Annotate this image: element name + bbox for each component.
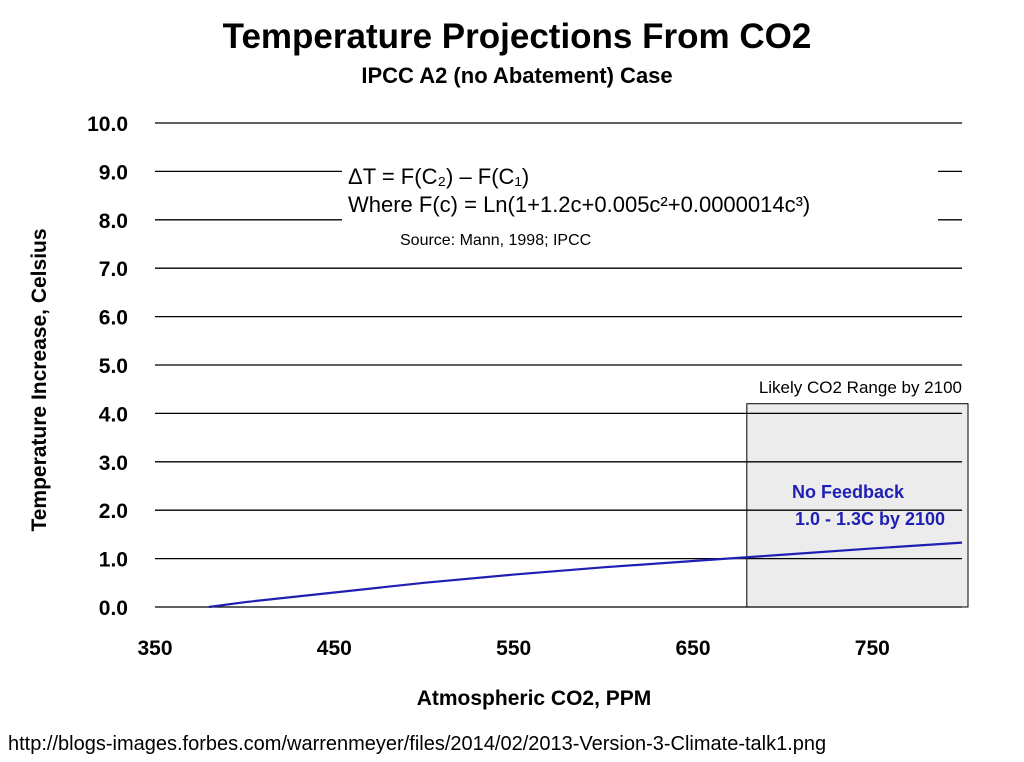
- y-tick-label: 5.0: [99, 355, 128, 378]
- y-tick-label: 6.0: [99, 307, 128, 330]
- y-tick-label: 2.0: [99, 500, 128, 523]
- formula-line-2: Where F(c) = Ln(1+1.2c+0.005c²+0.0000014…: [348, 192, 810, 217]
- formula-background: [342, 150, 938, 258]
- x-tick-label: 750: [855, 637, 890, 660]
- range-box-label: Likely CO2 Range by 2100: [759, 378, 962, 397]
- y-tick-label: 8.0: [99, 210, 128, 233]
- source-note: Source: Mann, 1998; IPCC: [400, 232, 591, 249]
- y-tick-label: 0.0: [99, 597, 128, 620]
- formula-line-1: ΔT = F(C₂) – F(C₁): [348, 164, 529, 189]
- no-feedback-label: No Feedback: [792, 482, 905, 502]
- y-tick-label: 10.0: [87, 113, 128, 136]
- chart-subtitle: IPCC A2 (no Abatement) Case: [361, 63, 672, 88]
- no-feedback-range-label: 1.0 - 1.3C by 2100: [795, 509, 945, 529]
- y-tick-label: 9.0: [99, 161, 128, 184]
- x-tick-label: 650: [675, 637, 710, 660]
- x-tick-label: 350: [137, 637, 172, 660]
- y-axis-label: Temperature Increase, Celsius: [28, 228, 51, 531]
- x-tick-label: 550: [496, 637, 531, 660]
- x-tick-label: 450: [317, 637, 352, 660]
- likely-range-box: [746, 403, 969, 608]
- x-axis-label: Atmospheric CO2, PPM: [417, 687, 652, 710]
- chart-title: Temperature Projections From CO2: [223, 17, 812, 56]
- y-tick-label: 3.0: [99, 452, 128, 475]
- series-line: [208, 541, 963, 609]
- y-tick-label: 4.0: [99, 403, 128, 426]
- y-tick-label: 1.0: [99, 549, 128, 572]
- source-url: http://blogs-images.forbes.com/warrenmey…: [8, 733, 826, 755]
- y-tick-labels: 0.0 1.0 2.0 3.0 4.0 5.0 6.0 7.0 8.0 9.0 10.0: [87, 113, 128, 620]
- y-tick-label: 7.0: [99, 258, 128, 281]
- x-tick-labels: 350 450 550 650 750: [137, 637, 889, 660]
